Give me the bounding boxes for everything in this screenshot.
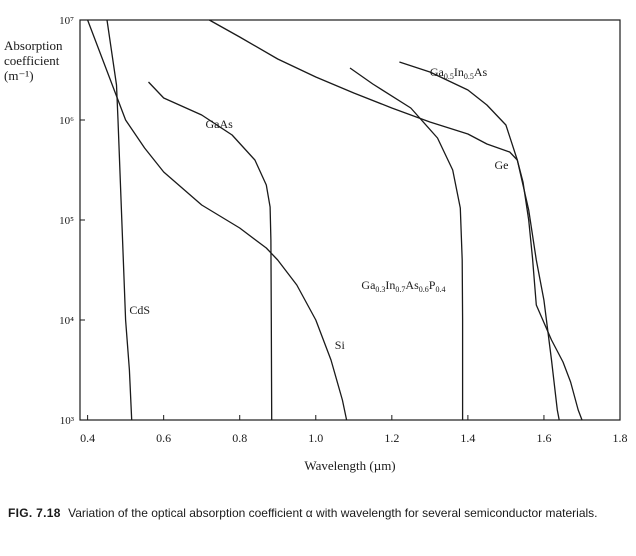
caption-text: Variation of the optical absorption coef… [68, 506, 598, 520]
plot-frame [79, 19, 621, 421]
series-label: Ga0.3In0.7As0.6P0.4 [361, 278, 445, 294]
y-tick-label: 10³ [60, 415, 75, 427]
axis-ticks: 0.4 0.6 0.8 1.0 1.2 1.4 1.6 1.8 10³ 10⁴ 10⁵ 10⁶ 10⁷ [59, 15, 627, 445]
series-labels: CdS GaAs Si Ge Ga0.3In0.7As0.6P0.4 Ga0.5In0.5… [129, 65, 508, 352]
series-line [208, 19, 583, 421]
x-axis-title: Wavelength (µm) [304, 458, 395, 473]
figure-caption: FIG. 7.18 Variation of the optical absor… [8, 505, 626, 522]
x-tick-label: 0.4 [80, 431, 95, 445]
x-tick-label: 0.6 [156, 431, 171, 445]
y-tick-label: 10⁵ [59, 215, 74, 227]
y-axis-title: Absorption coefficient (m⁻¹) [4, 38, 63, 83]
series-line [106, 19, 133, 421]
series-label: GaAs [205, 117, 233, 131]
series-label: CdS [129, 303, 150, 317]
y-tick-label: 10⁶ [59, 115, 74, 127]
y-axis-title-line: (m⁻¹) [4, 68, 34, 83]
absorption-chart: 0.4 0.6 0.8 1.0 1.2 1.4 1.6 1.810³10⁴10⁵10⁶10⁷ … [59, 15, 627, 473]
series-label: Ge [495, 158, 509, 172]
x-tick-label: 1.6 [536, 431, 551, 445]
series-line [349, 67, 464, 420]
figure-number: FIG. 7.18 [8, 506, 61, 520]
series-line [148, 81, 273, 421]
series-label: Ga0.5In0.5As [430, 65, 488, 81]
y-axis-title-line: Absorption [4, 38, 63, 53]
x-tick-label: 1.0 [308, 431, 323, 445]
y-axis-title-line: coefficient [4, 53, 60, 68]
series-label: Si [335, 338, 346, 352]
x-tick-label: 1.4 [460, 431, 475, 445]
y-tick-label: 10⁴ [59, 315, 74, 327]
series-line [399, 61, 560, 421]
x-tick-label: 1.2 [384, 431, 399, 445]
x-tick-label: 1.8 [613, 431, 628, 445]
series-line [86, 19, 348, 421]
x-tick-label: 0.8 [232, 431, 247, 445]
series-curves [86, 19, 583, 421]
y-tick-label: 10⁷ [59, 15, 74, 27]
